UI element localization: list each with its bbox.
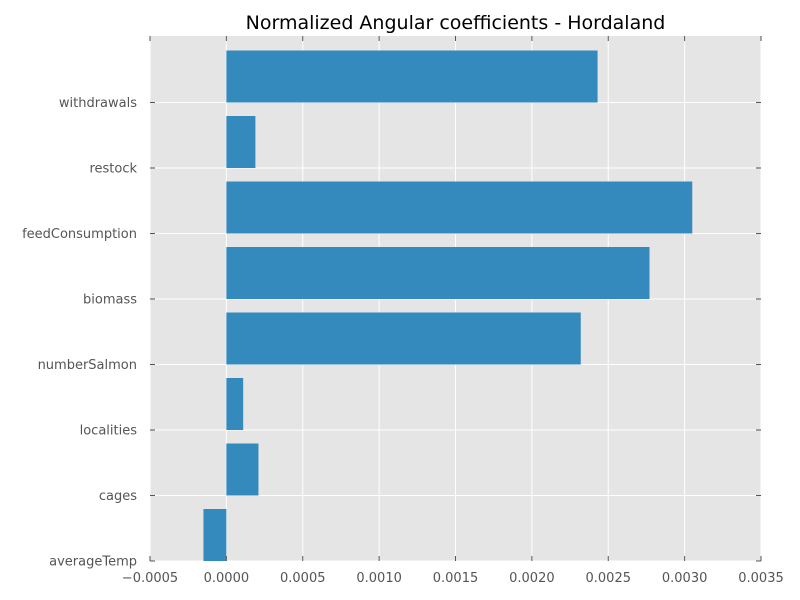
x-tick-label: 0.0010: [356, 571, 402, 586]
y-tick-label: withdrawals: [59, 96, 137, 111]
bar-feedConsumption: [226, 181, 693, 234]
y-tick-label: cages: [99, 489, 137, 504]
x-tick-label: 0.0005: [280, 571, 326, 586]
axis-ticks: [149, 36, 762, 562]
bar-cages: [226, 443, 259, 496]
x-tick-label: 0.0000: [204, 571, 250, 586]
bar-localities: [226, 378, 244, 430]
y-tick-label: averageTemp: [49, 555, 137, 570]
bar-biomass: [226, 247, 650, 299]
x-tick-label: 0.0015: [433, 571, 479, 586]
y-tick-label: restock: [89, 162, 137, 177]
y-tick-label: localities: [80, 424, 138, 439]
x-tick-label: −0.0005: [122, 571, 178, 586]
bar-numberSalmon: [226, 312, 581, 365]
y-tick-labels: averageTemp cages localities numberSalmon bi…: [22, 96, 137, 570]
bars: [203, 50, 693, 561]
y-tick-label: feedConsumption: [22, 227, 137, 242]
bar-withdrawals: [226, 50, 598, 103]
chart-title: Normalized Angular coefficients - Hordal…: [246, 12, 666, 34]
y-tick-label: biomass: [83, 293, 137, 308]
x-tick-label: 0.0035: [738, 571, 784, 586]
bar-averageTemp: [203, 509, 227, 561]
x-tick-label: 0.0030: [662, 571, 708, 586]
y-tick-label: numberSalmon: [38, 358, 137, 373]
x-tick-label: 0.0025: [586, 571, 632, 586]
x-tick-label: 0.0020: [509, 571, 555, 586]
bar-restock: [226, 116, 256, 168]
x-tick-labels: −0.0005 0.0000 0.0005 0.0010 0.0015 0.0020 0.0…: [122, 571, 784, 586]
